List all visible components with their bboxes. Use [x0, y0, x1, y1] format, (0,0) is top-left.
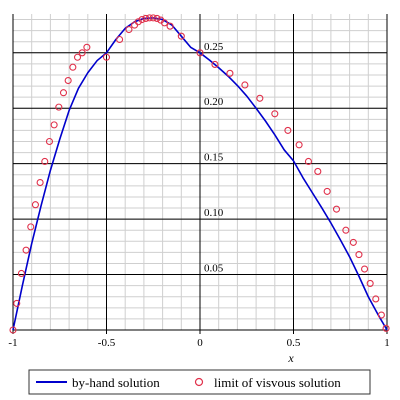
- data-point-viscous: [271, 110, 279, 118]
- x-tick-label: 0: [197, 337, 203, 349]
- y-tick-label: 0.15: [204, 152, 224, 164]
- data-point-viscous: [13, 299, 21, 307]
- data-point-viscous: [55, 103, 63, 111]
- data-point-viscous: [256, 94, 264, 102]
- data-point-viscous: [355, 251, 363, 259]
- data-point-viscous: [142, 14, 150, 22]
- y-tick-labels: 0.05 0.10 0.15 0.20 0.25: [204, 41, 224, 275]
- x-tick-label: -1: [8, 337, 17, 349]
- data-point-viscous: [284, 126, 292, 134]
- data-point-viscous: [332, 205, 341, 213]
- data-point-viscous: [69, 63, 77, 71]
- data-point-viscous: [211, 60, 219, 68]
- data-point-viscous: [342, 226, 350, 234]
- series-line-by-hand: [12, 17, 388, 331]
- data-point-viscous: [64, 76, 72, 85]
- data-point-viscous: [160, 19, 169, 27]
- legend-label-viscous: limit of visvous solution: [214, 375, 341, 390]
- data-point-viscous: [349, 238, 357, 246]
- x-tick-label: 0.5: [287, 337, 301, 349]
- data-point-viscous: [45, 137, 54, 146]
- data-point-viscous: [372, 295, 380, 303]
- data-point-viscous: [138, 15, 146, 24]
- legend-box: [28, 369, 371, 395]
- y-tick-label: 0.25: [204, 41, 224, 53]
- data-point-viscous: [361, 265, 369, 273]
- data-point-viscous: [83, 43, 91, 51]
- data-point-viscous: [73, 53, 82, 61]
- series-layer: [9, 14, 390, 334]
- x-tick-label: -0.5: [98, 337, 116, 349]
- data-point-viscous: [153, 14, 161, 22]
- data-point-viscous: [196, 49, 204, 57]
- data-point-viscous: [314, 167, 322, 175]
- y-tick-label: 0.20: [204, 96, 224, 108]
- data-point-viscous: [125, 25, 133, 34]
- data-point-viscous: [177, 32, 185, 40]
- data-point-viscous: [323, 187, 331, 195]
- y-tick-label: 0.05: [204, 263, 224, 275]
- data-point-viscous: [9, 326, 17, 334]
- data-point-viscous: [41, 157, 49, 166]
- x-axis-title: x: [287, 351, 294, 365]
- data-point-viscous: [50, 121, 58, 129]
- data-point-viscous: [382, 324, 390, 332]
- legend-marker-swatch: [194, 377, 204, 387]
- data-point-viscous: [102, 53, 111, 61]
- data-point-viscous: [22, 246, 30, 254]
- axes: [12, 14, 388, 334]
- data-point-viscous: [145, 14, 154, 22]
- legend: by-hand solution limit of visvous soluti…: [28, 369, 371, 395]
- x-tick-labels: -1 -0.5 0 0.5 1: [8, 337, 389, 349]
- data-point-viscous: [31, 201, 39, 209]
- data-point-viscous: [36, 178, 44, 187]
- y-tick-label: 0.10: [204, 207, 224, 219]
- data-point-viscous: [366, 279, 374, 287]
- data-point-viscous: [304, 157, 313, 166]
- data-point-viscous: [295, 141, 303, 149]
- data-point-viscous: [241, 81, 249, 89]
- data-point-viscous: [226, 69, 234, 77]
- data-point-viscous: [166, 22, 174, 30]
- data-point-viscous: [78, 49, 86, 57]
- data-point-viscous: [131, 21, 139, 29]
- data-point-viscous: [377, 311, 385, 319]
- data-point-viscous: [27, 223, 35, 231]
- data-point-viscous: [17, 269, 25, 278]
- x-tick-label: 1: [384, 337, 390, 349]
- legend-label-by-hand: by-hand solution: [72, 375, 160, 390]
- data-point-viscous: [134, 18, 142, 26]
- data-point-viscous: [149, 14, 157, 22]
- data-point-viscous: [59, 89, 68, 97]
- data-point-viscous: [116, 35, 124, 44]
